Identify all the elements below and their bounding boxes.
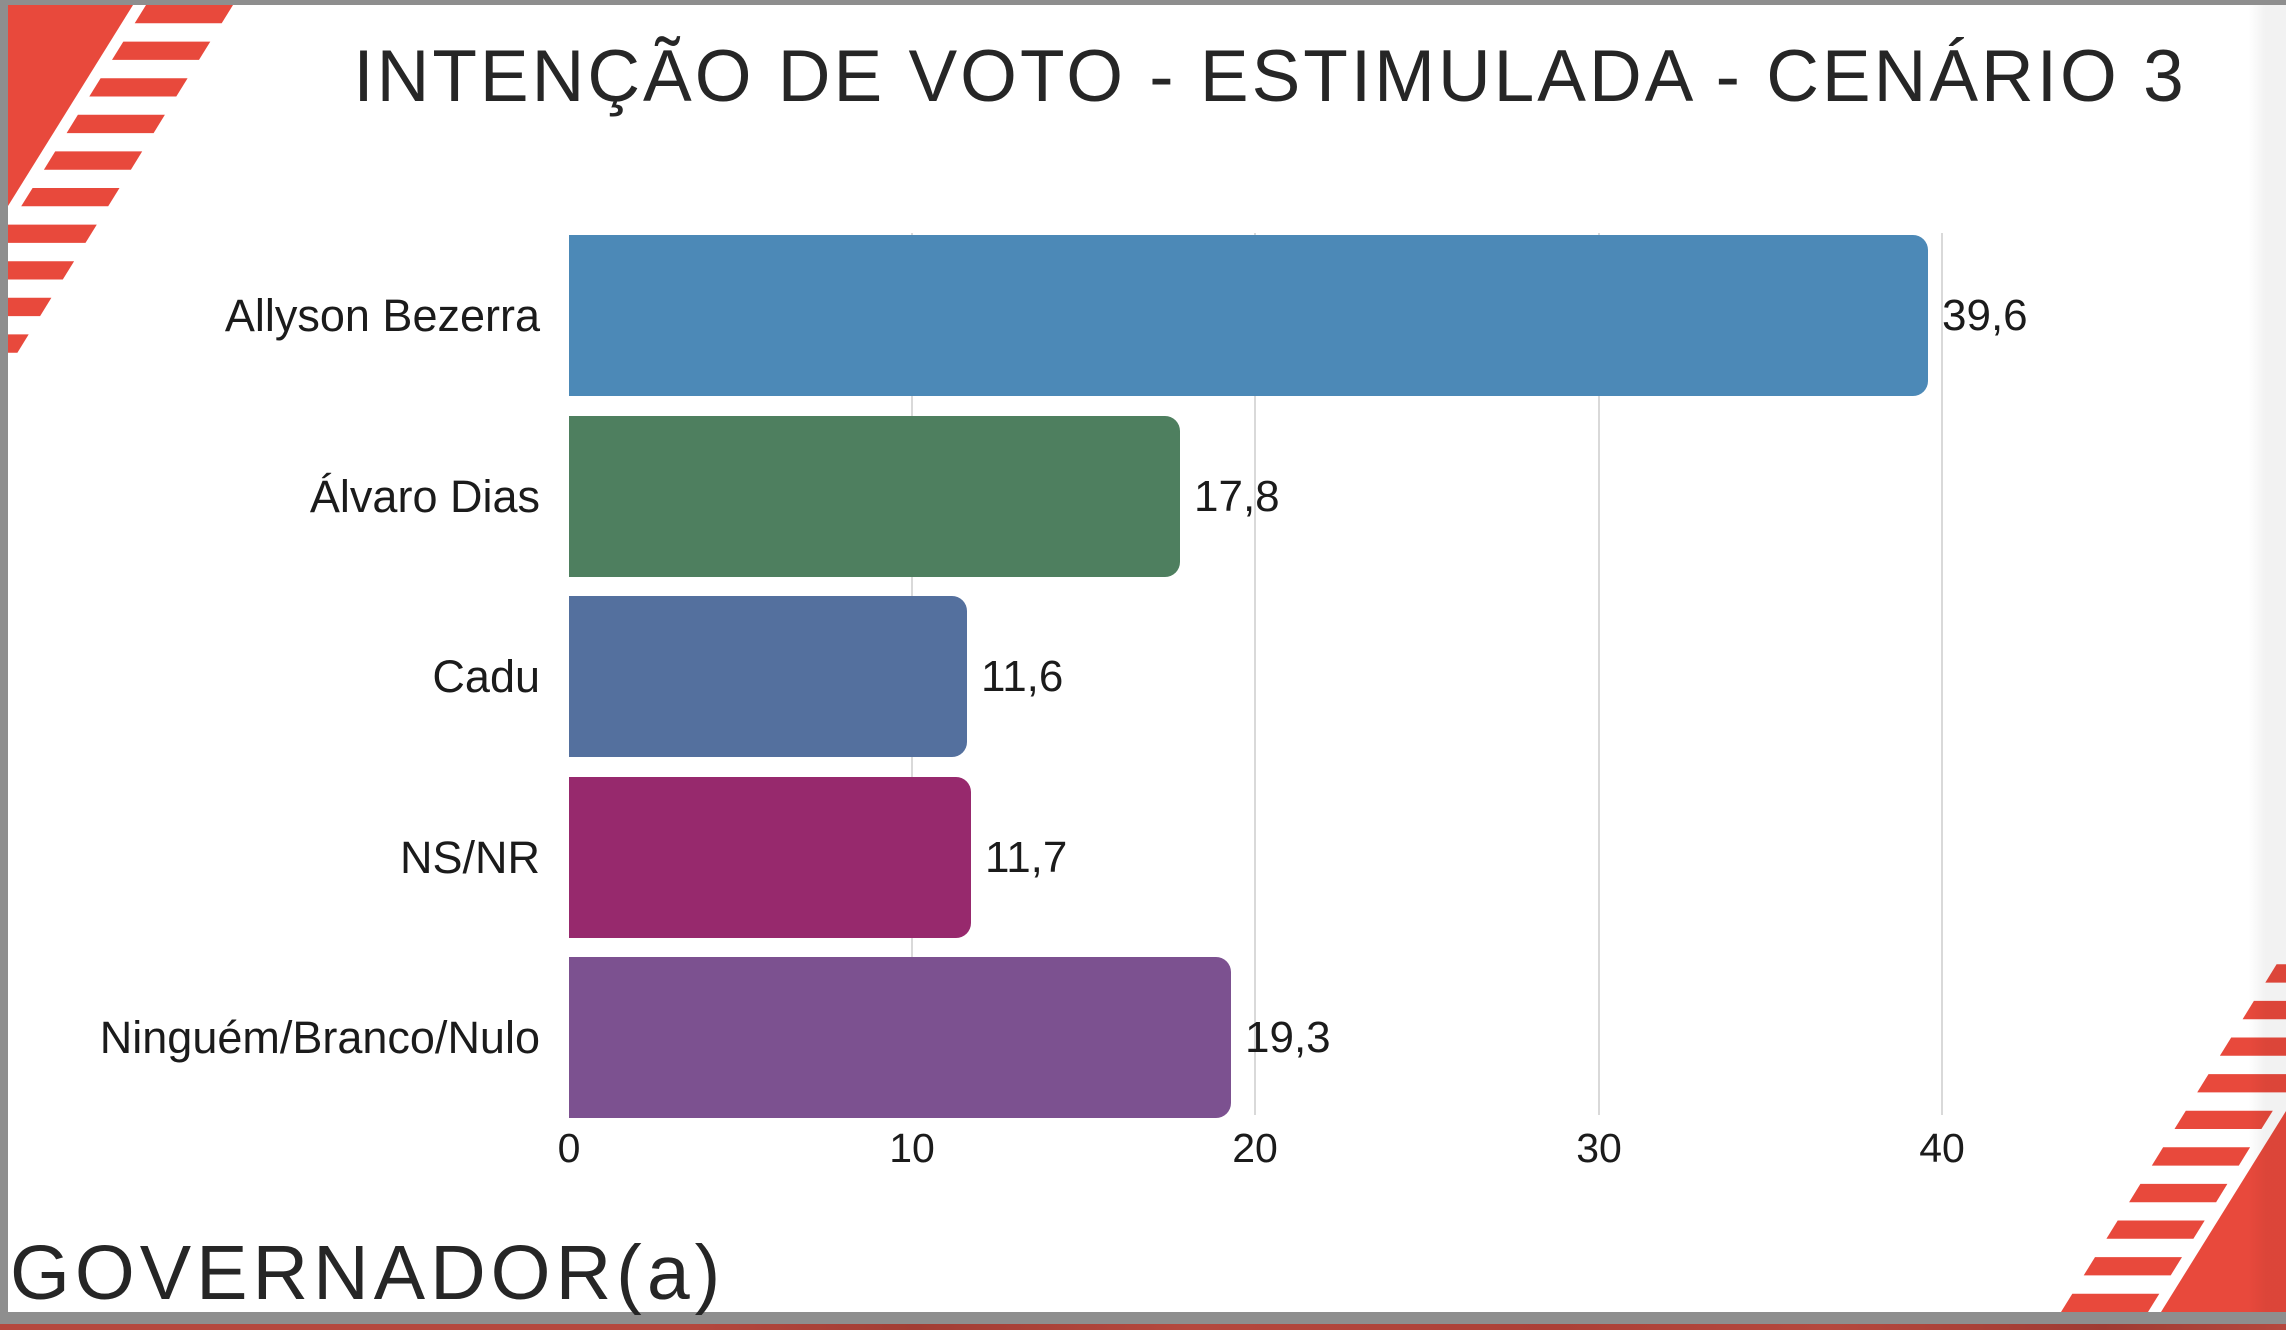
category-label: Cadu	[432, 650, 540, 702]
value-label: 11,6	[981, 651, 1064, 701]
bar-5	[569, 957, 1231, 1118]
category-label: NS/NR	[399, 831, 540, 883]
x-tick-label: 30	[1576, 1125, 1622, 1171]
value-label: 17,8	[1194, 471, 1280, 521]
x-tick-label: 10	[889, 1125, 935, 1171]
value-label: 39,6	[1942, 290, 2028, 340]
bar-2	[569, 416, 1180, 577]
category-label: Álvaro Dias	[309, 470, 540, 522]
slide-footer-office-label: GOVERNADOR(a)	[10, 1230, 726, 1316]
x-tick-label: 40	[1919, 1125, 1965, 1171]
category-label: Allyson Bezerra	[224, 289, 540, 341]
x-tick-label: 0	[557, 1125, 581, 1171]
category-label: Ninguém/Branco/Nulo	[99, 1011, 540, 1063]
bar-1	[569, 235, 1928, 396]
x-tick-label: 20	[1232, 1125, 1278, 1171]
gridline	[1598, 233, 1600, 1115]
gridline	[1254, 233, 1256, 1115]
bar-3	[569, 596, 967, 757]
value-label: 19,3	[1245, 1012, 1331, 1062]
chart-title: INTENÇÃO DE VOTO - ESTIMULADA - CENÁRIO …	[353, 36, 2187, 117]
bar-4	[569, 777, 971, 938]
next-slide-peek-strip	[0, 1324, 2286, 1330]
scrollbar-gutter[interactable]	[2248, 5, 2286, 1312]
value-label: 11,7	[985, 832, 1068, 882]
gridline	[1941, 233, 1943, 1115]
